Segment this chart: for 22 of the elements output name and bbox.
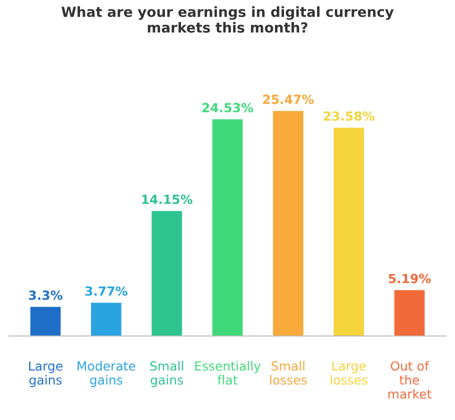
data-label: 3.3% — [29, 290, 62, 300]
bar — [91, 302, 122, 336]
data-label: 25.47% — [263, 94, 314, 104]
bar — [394, 290, 425, 336]
data-label: 3.77% — [85, 286, 128, 296]
bar — [334, 128, 364, 336]
bar — [273, 111, 304, 336]
data-label: 14.15% — [142, 194, 192, 204]
data-label: 23.58% — [324, 111, 374, 121]
bar — [212, 119, 243, 336]
bar — [30, 306, 61, 336]
x-tick-label: Small gains — [150, 361, 184, 388]
chart-title: What are your earnings in digital currency markets this month? — [62, 6, 394, 33]
data-label: 24.53% — [202, 102, 254, 112]
x-tick-label: Large losses — [330, 361, 368, 385]
x-tick-label: Moderate gains — [78, 361, 136, 388]
data-label: 5.19% — [388, 274, 431, 284]
x-tick-label: Small losses — [270, 361, 307, 385]
x-tick-label: Large gains — [29, 361, 62, 388]
x-tick-label: Essentially flat — [195, 361, 261, 385]
x-tick-label: Out of the market — [388, 361, 432, 399]
bar — [152, 211, 182, 336]
